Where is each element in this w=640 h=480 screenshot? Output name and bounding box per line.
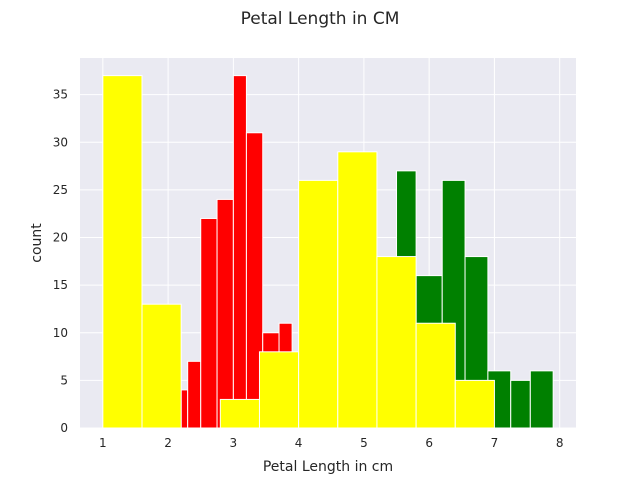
histogram-bar bbox=[298, 179, 339, 429]
x-tick-label: 1 bbox=[99, 436, 107, 450]
y-tick-label: 25 bbox=[53, 183, 68, 197]
x-axis-label: Petal Length in cm bbox=[263, 459, 393, 475]
histogram-bar bbox=[376, 256, 417, 429]
histogram-bar bbox=[258, 351, 300, 429]
x-tick-label: 4 bbox=[295, 436, 303, 450]
histogram-bar bbox=[102, 75, 143, 429]
x-tick-label: 7 bbox=[491, 436, 499, 450]
histogram-bar bbox=[337, 151, 378, 429]
chart-title: Petal Length in CM bbox=[241, 9, 400, 29]
histogram-bars bbox=[102, 75, 554, 429]
y-tick-label: 15 bbox=[53, 278, 68, 292]
x-tick-label: 3 bbox=[230, 436, 238, 450]
histogram-bar bbox=[180, 389, 189, 429]
x-tick-labels: 1 2 3 4 5 6 7 8 bbox=[99, 436, 563, 450]
histogram-bar bbox=[454, 379, 495, 429]
x-tick-label: 8 bbox=[556, 436, 564, 450]
y-tick-label: 30 bbox=[53, 135, 68, 149]
histogram-bar bbox=[415, 322, 456, 429]
histogram-bar bbox=[219, 398, 260, 429]
y-tick-label: 10 bbox=[53, 326, 68, 340]
x-tick-label: 6 bbox=[425, 436, 433, 450]
x-tick-label: 5 bbox=[360, 436, 368, 450]
histogram-bar bbox=[200, 217, 218, 429]
y-tick-labels: 0 5 10 15 20 25 30 35 bbox=[53, 88, 68, 435]
y-tick-label: 20 bbox=[53, 231, 68, 245]
y-axis-label: count bbox=[29, 223, 45, 263]
histogram-bar bbox=[510, 379, 531, 429]
y-tick-label: 5 bbox=[60, 373, 68, 387]
histogram-bar bbox=[187, 360, 202, 429]
histogram-bar bbox=[232, 75, 247, 429]
histogram-bar bbox=[141, 303, 182, 429]
y-tick-label: 0 bbox=[60, 421, 68, 435]
histogram-bar bbox=[529, 370, 554, 429]
y-tick-label: 35 bbox=[53, 88, 68, 102]
x-tick-label: 2 bbox=[164, 436, 172, 450]
histogram-bar bbox=[216, 198, 234, 429]
